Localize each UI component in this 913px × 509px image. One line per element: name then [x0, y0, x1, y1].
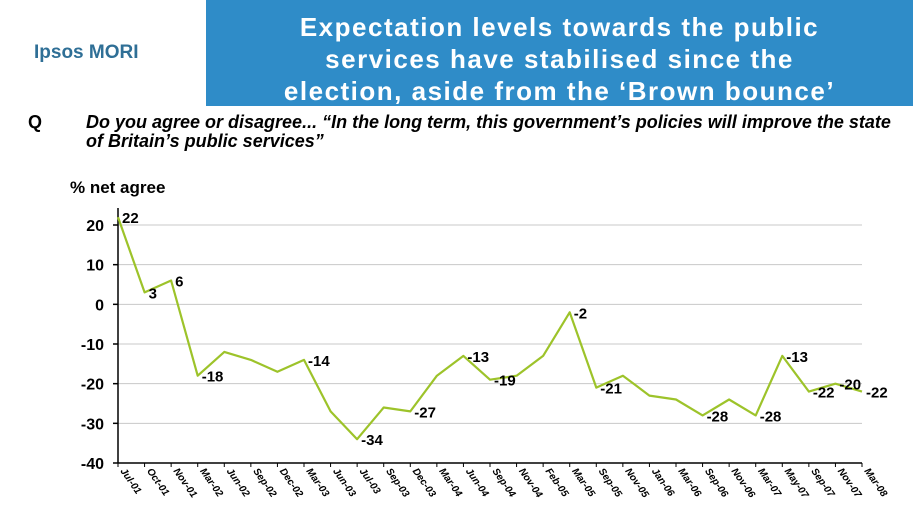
x-tick-label: Nov-06 — [729, 466, 757, 500]
x-tick-label: Jun-04 — [463, 466, 491, 499]
x-tick-label: Jun-02 — [224, 466, 252, 499]
data-label: -13 — [467, 349, 489, 366]
data-label: -27 — [414, 404, 436, 421]
x-tick-label: Sep-04 — [490, 466, 518, 500]
x-tick-label: Sep-06 — [702, 466, 730, 500]
x-tick-label: May-07 — [782, 466, 811, 500]
data-label: -14 — [308, 353, 330, 370]
y-tick-label: 20 — [86, 218, 104, 235]
y-tick-label: 10 — [86, 258, 104, 275]
x-tick-label: Oct-01 — [144, 466, 171, 498]
data-label: 22 — [122, 210, 139, 227]
x-tick-label: Jul-01 — [118, 466, 144, 496]
x-tick-label: Sep-07 — [808, 466, 836, 500]
logo-box: Ipsos MORI — [0, 0, 200, 98]
series-line — [116, 216, 863, 441]
x-tick-label: Sep-02 — [250, 466, 278, 500]
y-tick-label: -30 — [81, 416, 104, 433]
x-tick-label: Dec-03 — [410, 466, 438, 500]
title-band: Expectation levels towards the public se… — [206, 0, 913, 106]
x-tick-label: Mar-08 — [862, 466, 890, 499]
x-tick-label: Mar-02 — [197, 466, 225, 499]
x-tick-label: Mar-03 — [304, 466, 332, 499]
data-label: -22 — [866, 385, 888, 402]
data-label: -28 — [760, 408, 782, 425]
x-tick-label: Sep-05 — [596, 466, 624, 500]
x-tick-label: Sep-03 — [383, 466, 411, 500]
x-tick-label: Jun-03 — [330, 466, 358, 499]
y-tick-label: -10 — [81, 337, 104, 354]
question-text: Do you agree or disagree... “In the long… — [86, 112, 891, 151]
x-tick-label: Nov-05 — [622, 466, 650, 500]
x-tick-label: Jul-03 — [357, 466, 383, 496]
data-label: 3 — [149, 285, 157, 302]
data-label: -20 — [839, 377, 861, 394]
data-label: -21 — [600, 381, 622, 398]
gridlines — [118, 224, 862, 464]
slide-title-line-2: services have stabilised since the — [325, 44, 794, 74]
x-tick-label: Nov-01 — [171, 466, 199, 500]
y-tick-label: 0 — [95, 297, 104, 314]
x-tick-label: Jan-06 — [649, 466, 676, 499]
x-tick-label: Nov-04 — [516, 466, 544, 500]
x-tick-label: Mar-07 — [755, 466, 783, 499]
data-label: -19 — [494, 373, 516, 390]
x-tick-label: Dec-02 — [277, 466, 305, 500]
axes — [113, 208, 863, 467]
data-label: 6 — [175, 274, 183, 291]
slide-title-line-3: election, aside from the ‘Brown bounce’ — [283, 76, 836, 106]
question-marker: Q — [28, 112, 43, 132]
x-tick-label: Mar-06 — [676, 466, 704, 499]
data-label: -18 — [202, 369, 224, 386]
y-tick-label: -40 — [81, 456, 104, 473]
data-label: -22 — [813, 385, 835, 402]
x-tick-label: Mar-04 — [436, 466, 464, 499]
brand-logo: Ipsos MORI — [34, 42, 139, 63]
data-label: -28 — [707, 408, 729, 425]
y-tick-label: -20 — [81, 377, 104, 394]
x-tick-label: Feb-05 — [543, 466, 571, 499]
series-polyline — [116, 216, 863, 441]
x-tick-label: Mar-05 — [569, 466, 597, 499]
y-tick-labels: 20 10 0 -10 -20 -30 -40 — [81, 218, 104, 473]
y-axis-label: % net agree — [70, 178, 165, 197]
data-label: -2 — [574, 305, 587, 322]
x-tick-label: Nov-07 — [835, 466, 863, 500]
data-label: -34 — [361, 432, 383, 449]
slide-title-line-1: Expectation levels towards the public — [299, 12, 820, 42]
data-label: -13 — [786, 349, 808, 366]
